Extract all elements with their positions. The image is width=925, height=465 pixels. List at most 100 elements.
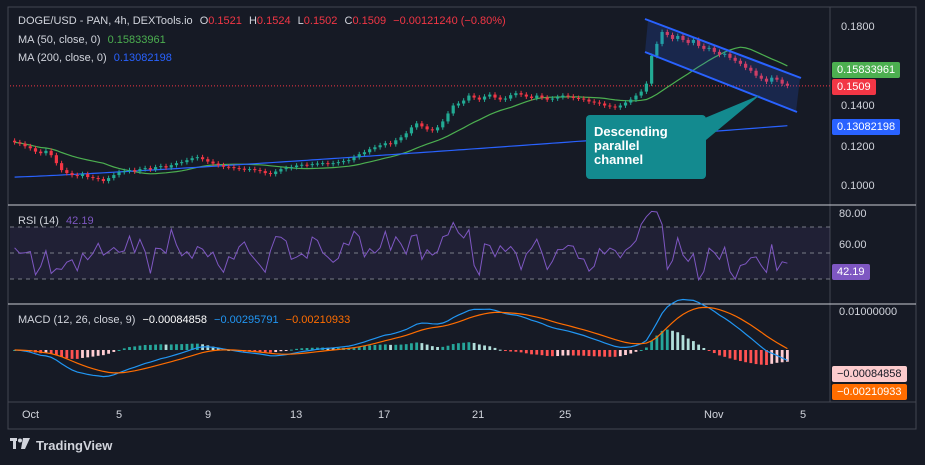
macd-hist-bar-127 [676, 332, 680, 350]
tradingview-logo[interactable]: TradingView [10, 438, 112, 453]
candle-body-87 [467, 95, 471, 101]
macd-hist-bar-101 [540, 350, 544, 356]
candle-body-34 [190, 158, 194, 161]
rsi-tick-60: 60.00 [839, 239, 867, 251]
candle-body-41 [227, 166, 231, 168]
candle-body-107 [571, 96, 575, 98]
candle-body-39 [216, 163, 220, 166]
macd-hist-bar-83 [446, 345, 450, 350]
macd-hist-bar-78 [420, 343, 424, 350]
candle-body-19 [112, 175, 116, 179]
macd-hist-value: −0.00084858 [142, 314, 207, 326]
candle-body-44 [242, 168, 246, 170]
candle-body-101 [540, 95, 544, 98]
time-tick-nov5: 5 [800, 409, 807, 421]
candle-body-37 [206, 159, 210, 162]
macd-hist-bar-96 [514, 350, 518, 352]
ma50-price-badge: 0.15833961 [832, 62, 901, 78]
time-tick-25: 25 [559, 409, 572, 421]
candle-body-9 [60, 163, 64, 171]
candle-body-112 [597, 102, 602, 104]
candle-body-40 [221, 165, 226, 167]
macd-hist-bar-139 [738, 350, 742, 362]
macd-hist-bar-135 [718, 350, 721, 356]
candle-body-13 [80, 174, 85, 177]
candle-body-94 [503, 98, 508, 100]
macd-hist-bar-65 [352, 347, 356, 350]
rsi-tick-80: 80.00 [839, 208, 867, 220]
macd-hist-bar-136 [723, 350, 727, 357]
macd-hist-bar-85 [457, 343, 460, 350]
rsi-legend[interactable]: RSI (14) 42.19 [18, 214, 98, 228]
macd-legend[interactable]: MACD (12, 26, close, 9) −0.00084858 −0.0… [18, 313, 354, 327]
macd-hist-bar-16 [96, 350, 100, 356]
candle-body-30 [169, 165, 173, 168]
candle-body-108 [576, 97, 581, 99]
candle-body-113 [603, 103, 607, 106]
candle-body-110 [587, 99, 591, 102]
ma200-legend[interactable]: MA (200, close, 0) 0.13082198 [18, 51, 176, 65]
macd-hist-bar-27 [154, 344, 157, 350]
candle-body-2 [23, 143, 27, 147]
macd-hist-bar-98 [524, 350, 528, 354]
change-value: −0.00121240 (−0.80%) [393, 15, 506, 27]
candle-body-8 [54, 155, 58, 164]
candle-body-16 [96, 178, 100, 180]
candle-body-64 [347, 160, 351, 162]
candle-body-93 [498, 97, 502, 100]
candle-body-73 [394, 140, 398, 145]
candle-body-14 [86, 174, 90, 178]
macd-hist-bar-10 [65, 350, 69, 359]
macd-hist-bar-146 [775, 350, 779, 363]
candle-body-136 [723, 53, 727, 55]
macd-hist-bar-131 [697, 344, 701, 350]
macd-hist-bar-106 [566, 350, 570, 356]
candle-body-89 [477, 97, 481, 100]
macd-hist-bar-123 [655, 335, 659, 350]
macd-hist-bar-112 [598, 350, 601, 357]
macd-hist-bar-76 [410, 343, 413, 350]
candle-body-51 [279, 169, 283, 172]
macd-hist-bar-34 [190, 343, 194, 350]
macd-hist-bar-107 [571, 350, 575, 356]
candle-body-42 [232, 167, 236, 169]
candle-body-7 [49, 150, 53, 156]
descending-channel-annotation[interactable]: Descending parallel channel [586, 115, 706, 179]
time-tick-oct: Oct [22, 409, 40, 421]
candle-body-82 [441, 121, 445, 128]
macd-hist-bar-39 [216, 347, 220, 350]
macd-hist-bar-13 [81, 350, 84, 358]
macd-hist-bar-54 [295, 348, 298, 350]
rsi-label: RSI (14) [18, 215, 59, 227]
candle-body-65 [352, 157, 356, 161]
candle-body-88 [472, 95, 476, 98]
macd-hist-bar-68 [368, 345, 372, 350]
candle-body-6 [44, 150, 48, 154]
macd-hist-bar-35 [195, 343, 199, 350]
candle-body-47 [258, 170, 262, 172]
macd-hist-bar-125 [665, 329, 669, 350]
last-price-badge: 0.1509 [832, 79, 876, 95]
candle-body-121 [644, 83, 649, 92]
candle-body-68 [368, 149, 372, 153]
macd-hist-bar-61 [331, 347, 335, 350]
macd-hist-bar-74 [399, 344, 403, 350]
macd-hist-bar-25 [143, 344, 147, 350]
candle-body-50 [274, 171, 278, 175]
macd-hist-bar-50 [274, 350, 278, 353]
candle-body-29 [164, 166, 168, 168]
candle-body-58 [315, 163, 320, 165]
macd-hist-bar-90 [483, 345, 486, 350]
macd-hist-bar-118 [629, 350, 633, 354]
macd-hist-bar-32 [180, 344, 184, 350]
candle-body-52 [284, 168, 288, 170]
candle-body-70 [378, 145, 382, 148]
time-tick-nov: Nov [704, 409, 724, 421]
candle-body-145 [770, 77, 774, 82]
candle-body-59 [321, 163, 325, 165]
rsi-value: 42.19 [66, 215, 94, 227]
ma50-legend[interactable]: MA (50, close, 0) 0.15833961 [18, 33, 170, 47]
candle-body-98 [524, 94, 528, 97]
candle-body-71 [383, 143, 387, 146]
